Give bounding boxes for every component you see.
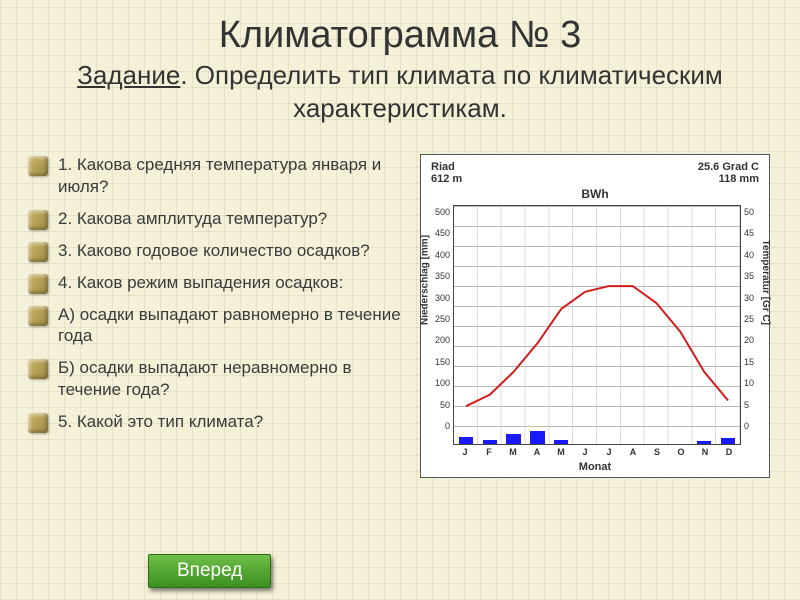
plot-area	[453, 205, 741, 445]
question-text: 1. Какова средняя температура января и и…	[58, 154, 410, 198]
question-text: 3. Каково годовое количество осадков?	[58, 240, 370, 262]
bullet-icon	[28, 413, 48, 433]
x-axis-label: Monat	[427, 461, 763, 473]
chart-elevation: 612 m	[431, 173, 462, 185]
task-label: Задание	[77, 60, 180, 90]
task-text: . Определить тип климата по климатически…	[180, 60, 723, 123]
list-item: А) осадки выпадают равномерно в течение …	[28, 304, 410, 348]
list-item: 4. Каков режим выпадения осадков:	[28, 272, 410, 294]
month-ticks: JFMAMJJASOND	[427, 447, 763, 457]
bullet-icon	[28, 156, 48, 176]
bullet-icon	[28, 359, 48, 379]
temperature-line	[454, 206, 740, 445]
y-right-axis-label: Temperatur [Gr C]	[760, 240, 771, 325]
bullet-icon	[28, 274, 48, 294]
precip-axis-ticks: 500450400350300250200150100500	[427, 205, 453, 445]
list-item: Б) осадки выпадают неравномерно в течени…	[28, 357, 410, 401]
list-item: 2. Какова амплитуда температур?	[28, 208, 410, 230]
bullet-icon	[28, 306, 48, 326]
question-text: 2. Какова амплитуда температур?	[58, 208, 327, 230]
question-text: 4. Каков режим выпадения осадков:	[58, 272, 343, 294]
question-text: А) осадки выпадают равномерно в течение …	[58, 304, 410, 348]
list-item: 1. Какова средняя температура января и и…	[28, 154, 410, 198]
bullet-icon	[28, 242, 48, 262]
climograph-chart: Riad 612 m 25.6 Grad C 118 mm BWh Nieder…	[420, 154, 770, 478]
chart-precip-total: 118 mm	[698, 173, 759, 185]
chart-station: Riad	[431, 161, 462, 173]
y-left-axis-label: Niederschlag [mm]	[420, 235, 431, 325]
task-subtitle: Задание. Определить тип климата по клима…	[0, 57, 800, 124]
question-text: 5. Какой это тип климата?	[58, 411, 263, 433]
list-item: 5. Какой это тип климата?	[28, 411, 410, 433]
forward-button[interactable]: Вперед	[148, 554, 271, 588]
chart-avg-temp: 25.6 Grad C	[698, 161, 759, 173]
chart-climate-code: BWh	[427, 187, 763, 201]
page-title: Климатограмма № 3	[0, 0, 800, 57]
question-list: 1. Какова средняя температура января и и…	[28, 144, 410, 478]
question-text: Б) осадки выпадают неравномерно в течени…	[58, 357, 410, 401]
list-item: 3. Каково годовое количество осадков?	[28, 240, 410, 262]
bullet-icon	[28, 210, 48, 230]
